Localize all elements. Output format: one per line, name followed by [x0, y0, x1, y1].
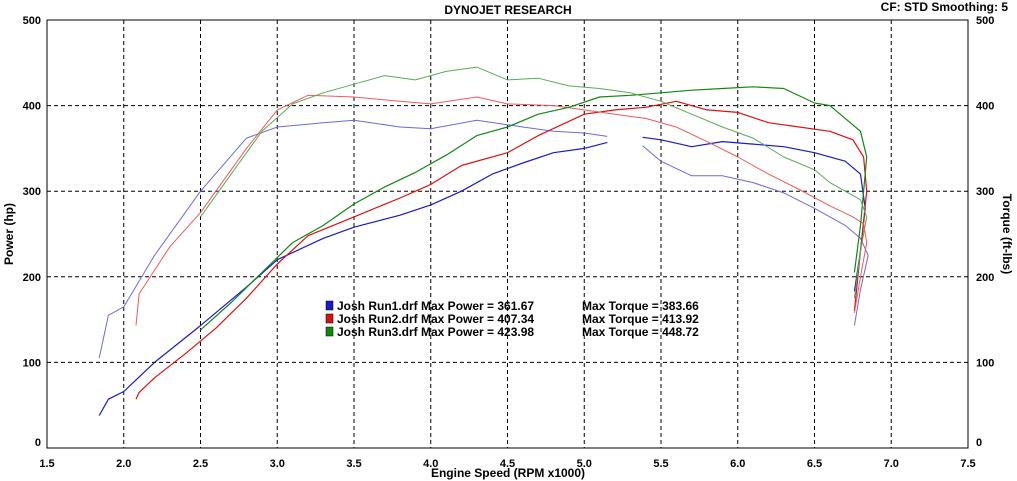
- series-line-torque: [135, 94, 868, 326]
- y-left-tick-labels: 0 100 200 300 400 500: [23, 15, 41, 449]
- legend-run-power: Josh Run3.drf Max Power = 423.98: [337, 325, 534, 339]
- legend-swatch: [325, 313, 334, 324]
- series-line-power: [98, 141, 608, 416]
- y-left-tick-label: 300: [23, 186, 41, 198]
- chart-series: [98, 66, 869, 416]
- y-right-tick-label: 300: [976, 186, 994, 198]
- x-tick-label: 6.5: [807, 458, 822, 470]
- y-left-tick-label: 100: [23, 357, 41, 369]
- x-tick-label: 7.0: [884, 458, 899, 470]
- y-right-tick-label: 400: [976, 101, 994, 113]
- series-line-torque: [642, 145, 869, 326]
- y-left-tick-label: 200: [23, 272, 41, 284]
- series-line-power: [642, 136, 866, 292]
- plot-frame: [46, 19, 969, 449]
- y-left-tick-label: 400: [23, 101, 41, 113]
- x-tick-label: 1.5: [39, 458, 54, 470]
- y-right-tick-label: 0: [976, 437, 982, 449]
- series-line-torque: [98, 119, 608, 359]
- y-left-tick-label: 500: [23, 15, 41, 27]
- legend-run-torque: Max Torque = 413.92: [582, 312, 699, 326]
- x-axis-label: Engine Speed (RPM x1000): [431, 466, 585, 480]
- series-line-power: [135, 100, 868, 400]
- x-tick-label: 2.0: [116, 458, 131, 470]
- y-right-tick-label: 100: [976, 357, 994, 369]
- chart-grid: [47, 20, 968, 448]
- legend: Josh Run1.drf Max Power = 361.67 Max Torq…: [325, 299, 699, 339]
- legend-run-torque: Max Torque = 448.72: [582, 325, 699, 339]
- x-tick-label: 4.5: [500, 458, 515, 470]
- x-tick-label: 3.0: [270, 458, 285, 470]
- series-line-power: [200, 86, 868, 331]
- legend-run-power: Josh Run2.drf Max Power = 407.34: [337, 312, 534, 326]
- legend-swatch: [325, 300, 334, 311]
- chart-title: DYNOJET RESEARCH: [444, 3, 571, 17]
- x-tick-label: 4.0: [423, 458, 438, 470]
- y-left-tick-label: 0: [35, 437, 41, 449]
- chart-settings: CF: STD Smoothing: 5: [881, 0, 1009, 14]
- x-tick-label: 5.0: [577, 458, 592, 470]
- x-tick-labels: 1.5 2.0 2.5 3.0 3.5 4.0 4.5 5.0 5.5 6.0 6.5 7.0 7.5: [39, 458, 975, 470]
- x-tick-label: 3.5: [346, 458, 361, 470]
- y-axis-label-right: Torque (ft-lbs): [1000, 194, 1014, 274]
- x-tick-label: 5.5: [653, 458, 668, 470]
- y-axis-label-left: Power (hp): [2, 203, 16, 265]
- y-right-tick-label: 500: [976, 15, 994, 27]
- legend-swatch: [325, 326, 334, 337]
- x-tick-label: 2.5: [193, 458, 208, 470]
- x-tick-label: 6.0: [730, 458, 745, 470]
- y-right-tick-labels: 0 100 200 300 400 500: [976, 15, 994, 449]
- y-right-tick-label: 200: [976, 272, 994, 284]
- x-tick-label: 7.5: [960, 458, 975, 470]
- legend-run-torque: Max Torque = 383.66: [582, 299, 699, 313]
- legend-run-power: Josh Run1.drf Max Power = 361.67: [337, 299, 534, 313]
- series-line-torque: [200, 66, 868, 299]
